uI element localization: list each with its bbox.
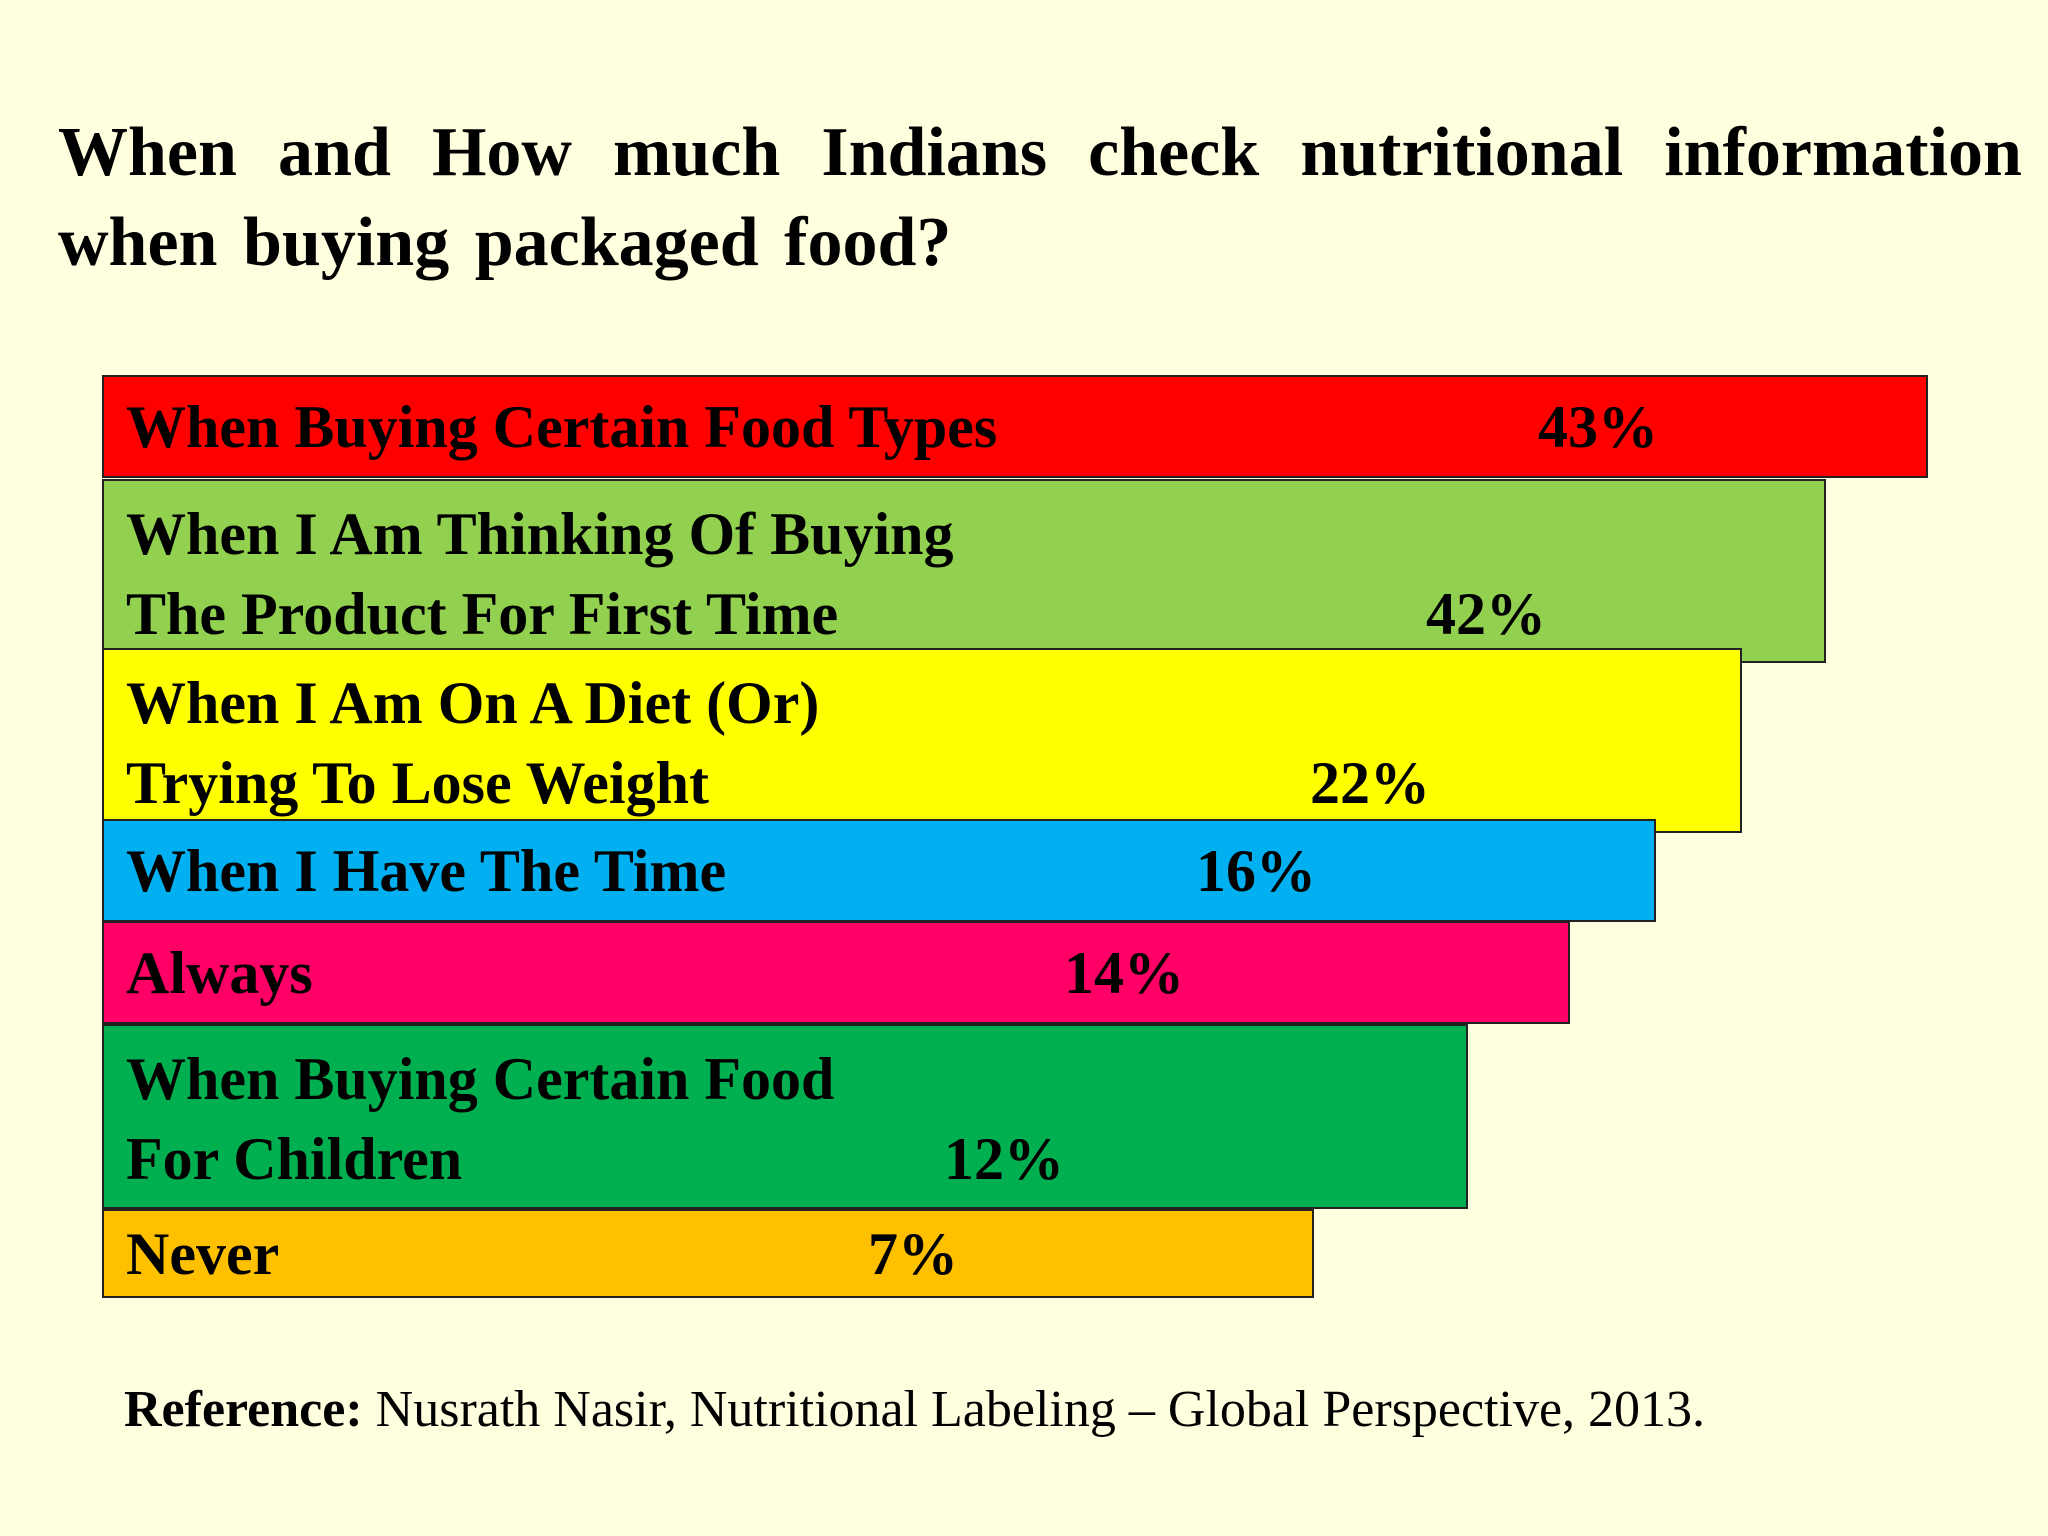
bar-value-label: 12%: [944, 1126, 1064, 1192]
bar: When Buying Certain Food Types 43%: [102, 375, 1928, 478]
bar-value-label: 43%: [1538, 394, 1658, 460]
reference-text: Nusrath Nasir, Nutritional Labeling – Gl…: [362, 1381, 1706, 1438]
bar-value-label: 42%: [1426, 581, 1546, 647]
bar-value-label: 7%: [868, 1221, 958, 1287]
bar-label: When Buying Certain Food: [126, 1046, 835, 1112]
bar-value-label: 16%: [1196, 838, 1316, 904]
bar-value-label: 14%: [1064, 940, 1184, 1006]
bar-value-label: 22%: [1310, 750, 1430, 816]
bar-label: Trying To Lose Weight: [126, 750, 709, 816]
bar-label: When I Have The Time: [126, 838, 727, 904]
bar-label: For Children: [126, 1126, 463, 1192]
bar: When I Am Thinking Of Buying The Product …: [102, 479, 1826, 663]
reference-label: Reference:: [124, 1381, 363, 1438]
bar: When I Have The Time 16%: [102, 819, 1656, 922]
chart-title: When and How much Indians check nutritio…: [58, 114, 2022, 281]
reference-note: Reference: Nusrath Nasir, Nutritional La…: [124, 1378, 1705, 1442]
bar-label: Always: [126, 940, 313, 1006]
bar-label: When I Am On A Diet (Or): [126, 670, 820, 736]
bar-label: The Product For First Time: [126, 581, 839, 647]
bar: Always 14%: [102, 921, 1570, 1024]
bar: Never 7%: [102, 1209, 1314, 1298]
bar: When Buying Certain Food For Children 12%: [102, 1024, 1468, 1209]
bar-label: Never: [126, 1221, 280, 1287]
bar-label: When I Am Thinking Of Buying: [126, 501, 954, 567]
bar: When I Am On A Diet (Or) Trying To Lose W…: [102, 648, 1742, 833]
bar-label: When Buying Certain Food Types: [126, 394, 998, 460]
